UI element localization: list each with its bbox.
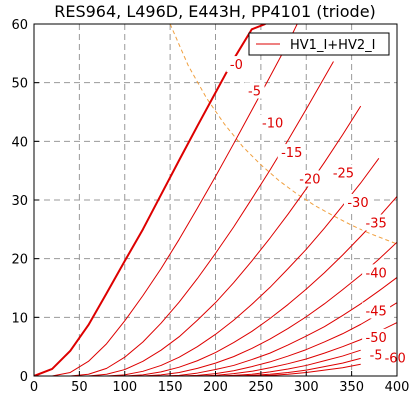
curve-label-bg: [226, 56, 247, 73]
legend-entry: HV1_I+HV2_I: [290, 38, 375, 53]
curve-label: -35: [366, 216, 387, 231]
y-tick-label: 10: [11, 311, 28, 326]
y-tick-label: 50: [11, 77, 28, 92]
x-tick-label: 0: [30, 380, 38, 395]
curve-label: -0: [230, 58, 243, 73]
curve-label: -60: [385, 351, 406, 366]
curve-label: -15: [281, 146, 302, 161]
curve-label-bg: [244, 82, 265, 99]
x-tick-label: 250: [248, 380, 273, 395]
x-tick-label: 350: [339, 380, 364, 395]
curve-label: -30: [347, 196, 368, 211]
dissipation-curve: [169, 23, 398, 245]
legend-box: [248, 32, 390, 56]
curve-label-bg: [258, 114, 287, 131]
curve-label-bg: [295, 170, 324, 187]
y-tick-label: 20: [11, 253, 28, 268]
curve-label-bg: [362, 214, 391, 231]
series-line: [106, 158, 380, 376]
curve-label-bg: [362, 264, 391, 281]
series-line: [161, 277, 397, 376]
curve-label: -10: [262, 117, 283, 132]
chart-title: RES964, L496D, E443H, PP4101 (triode): [54, 2, 376, 21]
x-tick-label: 300: [294, 380, 319, 395]
y-tick-label: 30: [11, 194, 28, 209]
curve-label-bg: [329, 164, 358, 181]
curve-label-bg: [381, 349, 410, 366]
curve-label-bg: [362, 302, 391, 319]
series-line: [215, 349, 361, 376]
axis-ticks: 0 50 100 150 200 250 300 350 400 0 10 20 30 40 50 60: [11, 18, 409, 395]
x-tick-label: 100: [112, 380, 137, 395]
curve-label: -5: [370, 348, 383, 363]
curve-label-bg: [277, 144, 306, 161]
curve-labels: -0-5-10-15-20 -25-30-35-40-45-50-5 -60: [226, 56, 410, 366]
y-tick-label: 0: [20, 370, 28, 385]
dissipation-line: [169, 23, 398, 245]
curve-label: -5: [248, 84, 261, 99]
curve-label-bg: [343, 193, 372, 210]
curve-label: -45: [366, 304, 387, 319]
curve-label: -50: [366, 331, 387, 346]
curve-label-bg: [366, 346, 387, 363]
x-tick-label: 200: [203, 380, 228, 395]
legend: HV1_I+HV2_I: [248, 32, 390, 56]
x-tick-label: 150: [158, 380, 183, 395]
y-tick-label: 40: [11, 135, 28, 150]
x-tick-label: 400: [385, 380, 410, 395]
curve-label: -25: [333, 167, 354, 182]
y-tick-label: 60: [11, 18, 28, 33]
series-line: [142, 241, 397, 376]
series-line: [233, 357, 361, 376]
curve-label: -40: [366, 266, 387, 281]
curve-label: -20: [299, 172, 320, 187]
series-line: [70, 61, 334, 376]
curve-label-bg: [362, 328, 391, 345]
x-tick-label: 50: [71, 380, 88, 395]
series-line: [124, 196, 397, 376]
